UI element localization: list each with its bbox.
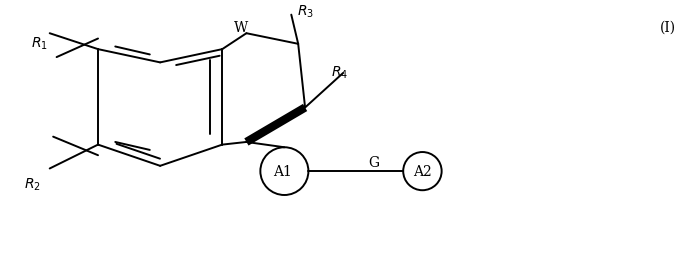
Text: $R_4$: $R_4$ <box>331 65 348 81</box>
Text: G: G <box>369 156 380 170</box>
Text: A2: A2 <box>413 165 432 180</box>
Text: (I): (I) <box>660 21 676 35</box>
Text: A1: A1 <box>274 165 292 180</box>
Text: W: W <box>234 21 248 35</box>
Text: $R_1$: $R_1$ <box>31 36 48 52</box>
Text: $R_3$: $R_3$ <box>297 4 314 20</box>
Text: $R_2$: $R_2$ <box>24 176 41 193</box>
